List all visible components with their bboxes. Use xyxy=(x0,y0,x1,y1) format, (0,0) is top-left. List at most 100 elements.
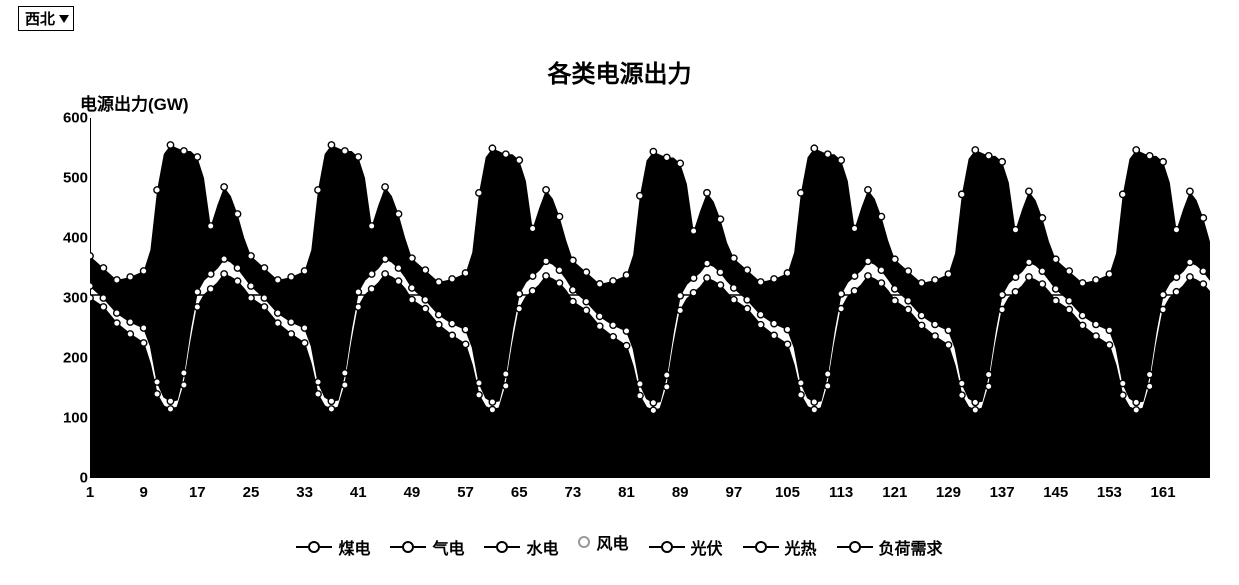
series-marker xyxy=(221,271,227,277)
series-marker xyxy=(945,327,951,333)
chart-legend: 煤电气电水电风电光伏光热 负荷需求 xyxy=(0,530,1239,559)
series-marker xyxy=(918,312,924,318)
series-marker xyxy=(1173,227,1179,233)
series-marker xyxy=(851,288,857,294)
series-marker xyxy=(436,311,442,317)
series-marker xyxy=(449,276,455,282)
series-marker xyxy=(811,406,817,412)
series-marker xyxy=(918,322,924,328)
series-marker xyxy=(664,154,670,160)
x-tick-label: 129 xyxy=(936,484,961,501)
series-marker xyxy=(315,391,321,397)
series-marker xyxy=(114,277,120,283)
series-marker xyxy=(382,271,388,277)
x-tick-label: 49 xyxy=(404,484,421,501)
series-marker xyxy=(1026,259,1032,265)
legend-item-load[interactable]: 负荷需求 xyxy=(837,535,943,559)
series-marker xyxy=(597,281,603,287)
series-marker xyxy=(368,223,374,229)
legend-item-gas[interactable]: 气电 xyxy=(390,535,464,559)
x-tick-label: 161 xyxy=(1151,484,1176,501)
series-marker xyxy=(409,297,415,303)
series-marker xyxy=(140,325,146,331)
series-marker xyxy=(1200,215,1206,221)
legend-marker-icon xyxy=(484,541,520,553)
series-marker xyxy=(275,277,281,283)
legend-item-coal[interactable]: 煤电 xyxy=(296,535,370,559)
series-marker xyxy=(677,293,683,299)
series-marker xyxy=(1160,159,1166,165)
legend-label: 负荷需求 xyxy=(879,535,943,559)
series-marker xyxy=(597,323,603,329)
series-marker xyxy=(1093,333,1099,339)
series-marker xyxy=(449,332,455,338)
series-marker xyxy=(771,320,777,326)
series-marker xyxy=(462,270,468,276)
series-marker xyxy=(409,285,415,291)
series-marker xyxy=(744,306,750,312)
series-marker xyxy=(1146,383,1152,389)
series-marker xyxy=(462,341,468,347)
legend-label: 煤电 xyxy=(338,535,370,559)
series-marker xyxy=(838,291,844,297)
series-marker xyxy=(892,256,898,262)
page-root: 西北 各类电源出力 电源出力(GW) 0100200300400500600 1… xyxy=(0,0,1239,585)
series-marker xyxy=(503,371,509,377)
series-marker xyxy=(1133,147,1139,153)
series-marker xyxy=(959,191,965,197)
legend-item-wind[interactable]: 风电 xyxy=(578,530,628,554)
series-marker xyxy=(583,269,589,275)
series-marker xyxy=(972,399,978,405)
series-marker xyxy=(208,286,214,292)
series-marker xyxy=(1187,274,1193,280)
region-dropdown[interactable]: 西北 xyxy=(18,6,74,31)
series-marker xyxy=(798,380,804,386)
series-marker xyxy=(851,273,857,279)
series-marker xyxy=(368,271,374,277)
series-marker xyxy=(261,265,267,271)
series-marker xyxy=(395,265,401,271)
legend-item-solar-thermal[interactable]: 光热 xyxy=(743,535,817,559)
x-tick-label: 89 xyxy=(672,484,689,501)
x-tick-label: 25 xyxy=(243,484,260,501)
legend-item-hydro[interactable]: 水电 xyxy=(484,535,558,559)
series-marker xyxy=(301,325,307,331)
legend-marker-icon xyxy=(296,541,332,553)
series-marker xyxy=(140,268,146,274)
chart-svg xyxy=(90,118,1210,478)
series-marker xyxy=(529,273,535,279)
series-marker xyxy=(798,392,804,398)
x-tick-label: 73 xyxy=(565,484,582,501)
x-tick-label: 33 xyxy=(296,484,313,501)
series-marker xyxy=(757,311,763,317)
series-marker xyxy=(999,306,1005,312)
series-marker xyxy=(422,306,428,312)
x-tick-label: 145 xyxy=(1043,484,1068,501)
series-marker xyxy=(610,334,616,340)
series-marker xyxy=(275,320,281,326)
y-tick-label: 500 xyxy=(63,170,88,187)
series-marker xyxy=(865,273,871,279)
series-marker xyxy=(985,383,991,389)
legend-marker-icon xyxy=(649,541,685,553)
series-marker xyxy=(275,310,281,316)
series-marker xyxy=(1200,281,1206,287)
series-marker xyxy=(382,256,388,262)
series-marker xyxy=(1012,227,1018,233)
series-marker xyxy=(570,298,576,304)
series-marker xyxy=(704,275,710,281)
series-marker xyxy=(489,145,495,151)
series-marker xyxy=(945,342,951,348)
series-marker xyxy=(167,398,173,404)
legend-item-solar-pv[interactable]: 光伏 xyxy=(649,535,723,559)
series-marker xyxy=(1160,292,1166,298)
series-marker xyxy=(90,253,93,259)
series-marker xyxy=(1120,191,1126,197)
series-marker xyxy=(811,399,817,405)
series-marker xyxy=(154,391,160,397)
series-marker xyxy=(985,371,991,377)
series-marker xyxy=(127,274,133,280)
series-marker xyxy=(1173,289,1179,295)
series-marker xyxy=(664,384,670,390)
series-marker xyxy=(731,297,737,303)
